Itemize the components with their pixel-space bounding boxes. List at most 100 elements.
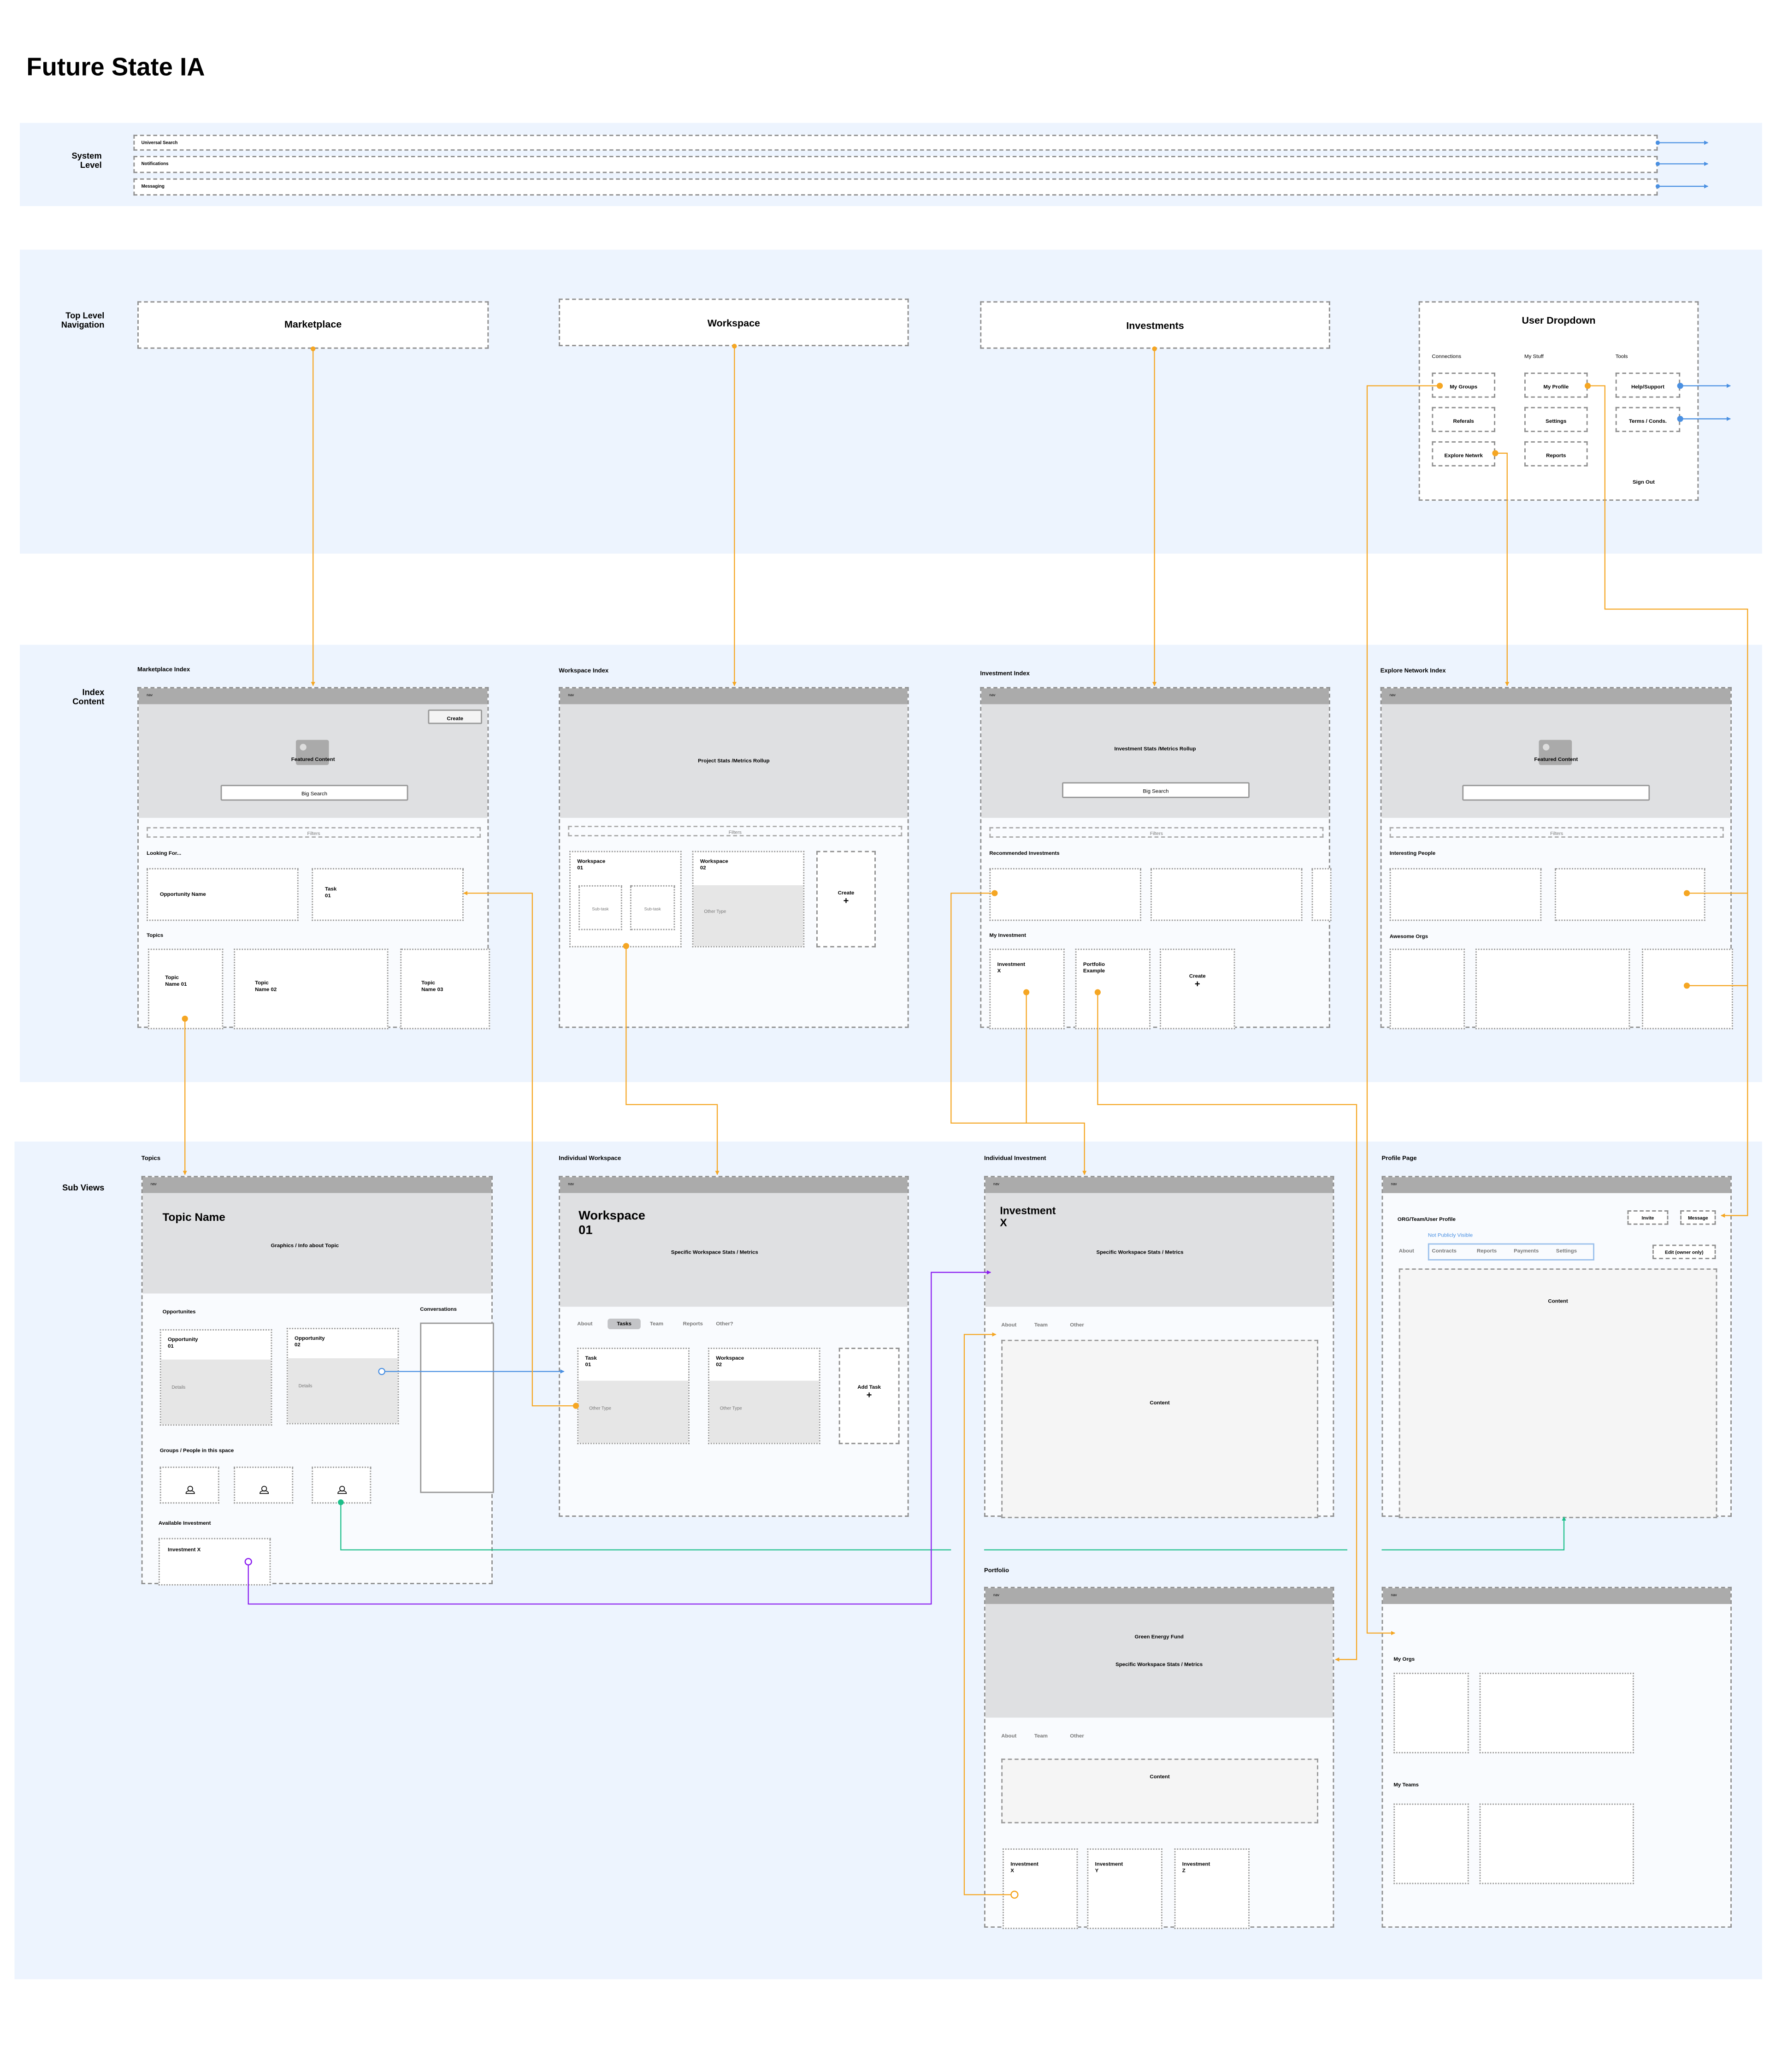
recommended-card[interactable] <box>1150 868 1303 921</box>
subtask-card[interactable]: Sub-task <box>630 885 675 930</box>
individual-workspace-title: Individual Workspace <box>559 1154 621 1161</box>
create-card[interactable]: Create + <box>1160 948 1235 1030</box>
row-label: Universal Search <box>141 139 178 145</box>
org-card[interactable] <box>1479 1672 1634 1753</box>
message-button[interactable]: Message <box>1680 1210 1716 1225</box>
hero: Create Featured Content Big Search <box>138 704 488 818</box>
tab-team[interactable]: Team <box>1034 1321 1048 1328</box>
nav-bar: nav <box>985 1588 1333 1604</box>
org-card[interactable] <box>1393 1672 1469 1753</box>
investment-index-frame: nav Investment Stats /Metrics Rollup Big… <box>980 687 1332 1030</box>
menu-help-support[interactable]: Help/Support <box>1615 373 1681 398</box>
tab-about[interactable]: About <box>1398 1247 1414 1254</box>
hero: Project Stats /Metrics Rollup <box>560 704 908 818</box>
featured-content: Featured Content <box>1534 756 1578 763</box>
recommended-card[interactable] <box>1311 868 1332 921</box>
big-search-input[interactable]: Big Search <box>220 785 408 801</box>
recommended-card[interactable] <box>989 868 1141 921</box>
opportunity-card[interactable]: Opportunity Name <box>147 868 299 921</box>
my-orgs-heading: My Orgs <box>1393 1655 1415 1663</box>
tab-other[interactable]: Other <box>1070 1732 1084 1739</box>
tab-tasks[interactable]: Tasks <box>608 1318 641 1329</box>
invite-button[interactable]: Invite <box>1627 1210 1669 1225</box>
menu-settings[interactable]: Settings <box>1524 407 1588 432</box>
create-button[interactable]: Create <box>428 709 482 724</box>
workspace-card[interactable]: Workspace 01 Sub-task Sub-task <box>569 851 682 947</box>
hero-text: Specific Workspace Stats / Metrics <box>1115 1661 1203 1668</box>
person-card[interactable] <box>1389 868 1542 921</box>
topic-card[interactable]: Topic Name 02 <box>234 948 389 1030</box>
tab-other[interactable]: Other <box>1070 1321 1084 1328</box>
tab-about[interactable]: About <box>1001 1732 1017 1739</box>
tab-reports[interactable]: Reports <box>683 1320 703 1327</box>
edit-button[interactable]: Edit (owner only) <box>1652 1244 1716 1260</box>
my-teams-heading: My Teams <box>1393 1781 1419 1788</box>
system-label: System Level <box>9 152 101 172</box>
filters-bar[interactable]: Filters <box>568 826 903 836</box>
subtask-card[interactable]: Sub-task <box>578 885 622 930</box>
person-card[interactable] <box>159 1466 219 1504</box>
plus-icon: + <box>1194 980 1200 990</box>
investment-card[interactable]: Investment Z <box>1174 1848 1250 1929</box>
nav-bar: nav <box>981 688 1329 704</box>
opportunity-card[interactable]: Opportunity 02 Details <box>286 1328 399 1425</box>
team-card[interactable] <box>1393 1803 1469 1884</box>
tab-settings[interactable]: Settings <box>1556 1247 1577 1254</box>
investment-index-title: Investment Index <box>980 669 1030 677</box>
org-card[interactable] <box>1389 948 1465 1030</box>
portfolio-frame: nav Green Energy Fund Specific Workspace… <box>984 1587 1334 1929</box>
task-card[interactable]: Task 01 <box>312 868 464 921</box>
investment-card[interactable]: Investment X <box>1003 1848 1078 1929</box>
person-card[interactable] <box>234 1466 294 1504</box>
investment-card[interactable]: Investment X <box>989 948 1065 1030</box>
task-card[interactable]: Task 01 Other Type <box>577 1348 690 1444</box>
team-card[interactable] <box>1479 1803 1634 1884</box>
tab-team[interactable]: Team <box>1034 1732 1048 1739</box>
portfolio-card[interactable]: Portfolio Example <box>1075 948 1151 1030</box>
tab-other[interactable]: Other? <box>716 1320 733 1327</box>
create-card[interactable]: Create + <box>816 851 876 947</box>
conversations-panel[interactable] <box>420 1322 494 1493</box>
tab-reports[interactable]: Reports <box>1476 1247 1497 1254</box>
investment-card[interactable]: Investment Y <box>1087 1848 1162 1929</box>
user-icon <box>185 1486 195 1494</box>
menu-reports[interactable]: Reports <box>1524 441 1588 467</box>
nav-investments[interactable]: Investments <box>980 301 1330 349</box>
index-label-2: Content <box>72 698 105 708</box>
org-card[interactable] <box>1475 948 1630 1030</box>
topic-card[interactable]: Topic Name 03 <box>400 948 490 1030</box>
menu-explore-network[interactable]: Explore Netwrk <box>1432 441 1495 467</box>
tab-team[interactable]: Team <box>649 1320 664 1327</box>
connector-explore-network <box>1495 452 1510 687</box>
search-input[interactable] <box>1462 785 1650 801</box>
hero: Investment Stats /Metrics Rollup Big Sea… <box>981 704 1329 818</box>
my-stuff-heading: My Stuff <box>1524 353 1544 360</box>
filters-bar[interactable]: Filters <box>989 827 1324 838</box>
messaging-row[interactable]: Messaging <box>133 178 1658 196</box>
explore-index-frame: nav Featured Content Filters Interesting… <box>1380 687 1733 1030</box>
filters-bar[interactable]: Filters <box>147 827 481 838</box>
tab-about[interactable]: About <box>577 1320 593 1327</box>
filters-bar[interactable]: Filters <box>1389 827 1724 838</box>
menu-referals[interactable]: Referals <box>1432 407 1495 432</box>
tab-about[interactable]: About <box>1001 1321 1017 1328</box>
connector-person <box>340 1502 951 1551</box>
workspace-card[interactable]: Workspace 02 Other Type <box>692 851 805 947</box>
person-card[interactable] <box>1554 868 1705 921</box>
universal-search-row[interactable]: Universal Search <box>133 135 1658 151</box>
workspace-card[interactable]: Workspace 02 Other Type <box>708 1348 820 1444</box>
notifications-row[interactable]: Notifications <box>133 156 1658 173</box>
nav-label: nav <box>1389 692 1396 698</box>
row-label: Messaging <box>141 184 165 189</box>
opportunity-card[interactable]: Opportunity 01 Details <box>159 1329 272 1426</box>
org-card[interactable] <box>1642 948 1733 1030</box>
tab-contracts[interactable]: Contracts <box>1432 1247 1457 1254</box>
menu-sign-out[interactable]: Sign Out <box>1633 478 1655 485</box>
nav-bar: nav <box>138 688 488 704</box>
recommended-heading: Recommended Investments <box>989 849 1060 856</box>
add-task-card[interactable]: Add Task + <box>838 1348 900 1444</box>
big-search-input[interactable]: Big Search <box>1062 782 1250 798</box>
tab-payments[interactable]: Payments <box>1514 1247 1539 1254</box>
menu-terms[interactable]: Terms / Conds. <box>1615 407 1681 432</box>
topic-frame: nav Topic Name Graphics / Info about Top… <box>141 1176 494 1586</box>
